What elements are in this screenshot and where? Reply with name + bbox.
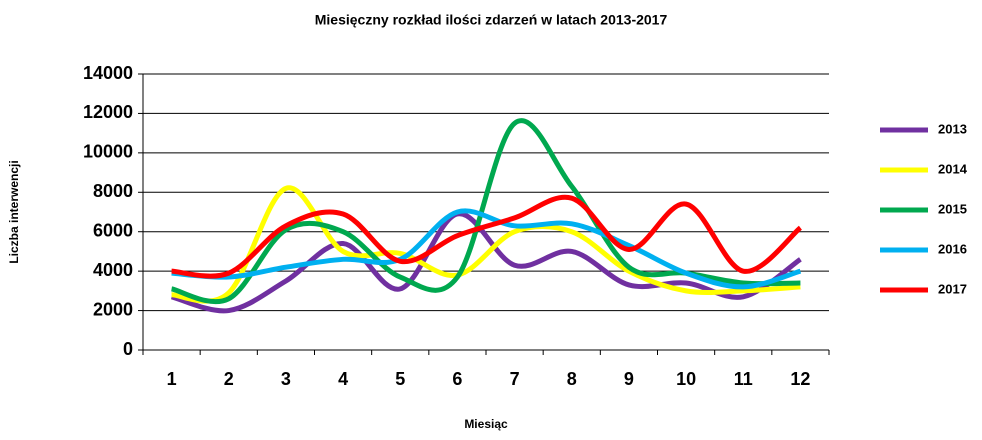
x-tick-label: 7: [510, 369, 520, 389]
y-tick-label: 2000: [93, 299, 133, 319]
x-tick-label: 12: [790, 369, 810, 389]
y-tick-label: 0: [123, 339, 133, 359]
x-tick-label: 2: [224, 369, 234, 389]
legend-label: 2014: [938, 161, 968, 176]
x-tick-label: 6: [452, 369, 462, 389]
x-tick-label: 10: [676, 369, 696, 389]
y-tick-label: 8000: [93, 181, 133, 201]
x-tick-label: 9: [624, 369, 634, 389]
line-series: [170, 211, 802, 314]
y-tick-label: 4000: [93, 260, 133, 280]
y-tick-label: 14000: [83, 63, 133, 83]
x-tick-label: 5: [395, 369, 405, 389]
legend-label: 2016: [938, 241, 967, 256]
legend-label: 2013: [938, 121, 967, 136]
x-tick-label: 4: [338, 369, 348, 389]
line-series: [171, 194, 803, 279]
legend-label: 2017: [938, 281, 967, 296]
x-tick-label: 3: [281, 369, 291, 389]
chart-title: Miesięczny rozkład ilości zdarzeń w lata…: [315, 12, 668, 28]
y-tick-label: 10000: [83, 142, 133, 162]
legend-label: 2015: [938, 201, 967, 216]
x-tick-label: 1: [167, 369, 177, 389]
line-series: [171, 208, 802, 290]
y-tick-label: 6000: [93, 220, 133, 240]
x-tick-label: 11: [734, 369, 753, 389]
x-axis-label: Miesiąc: [464, 417, 508, 431]
x-tick-label: 8: [567, 369, 577, 389]
y-tick-label: 12000: [83, 102, 133, 122]
y-axis-label: Liczba interwencji: [7, 160, 21, 263]
